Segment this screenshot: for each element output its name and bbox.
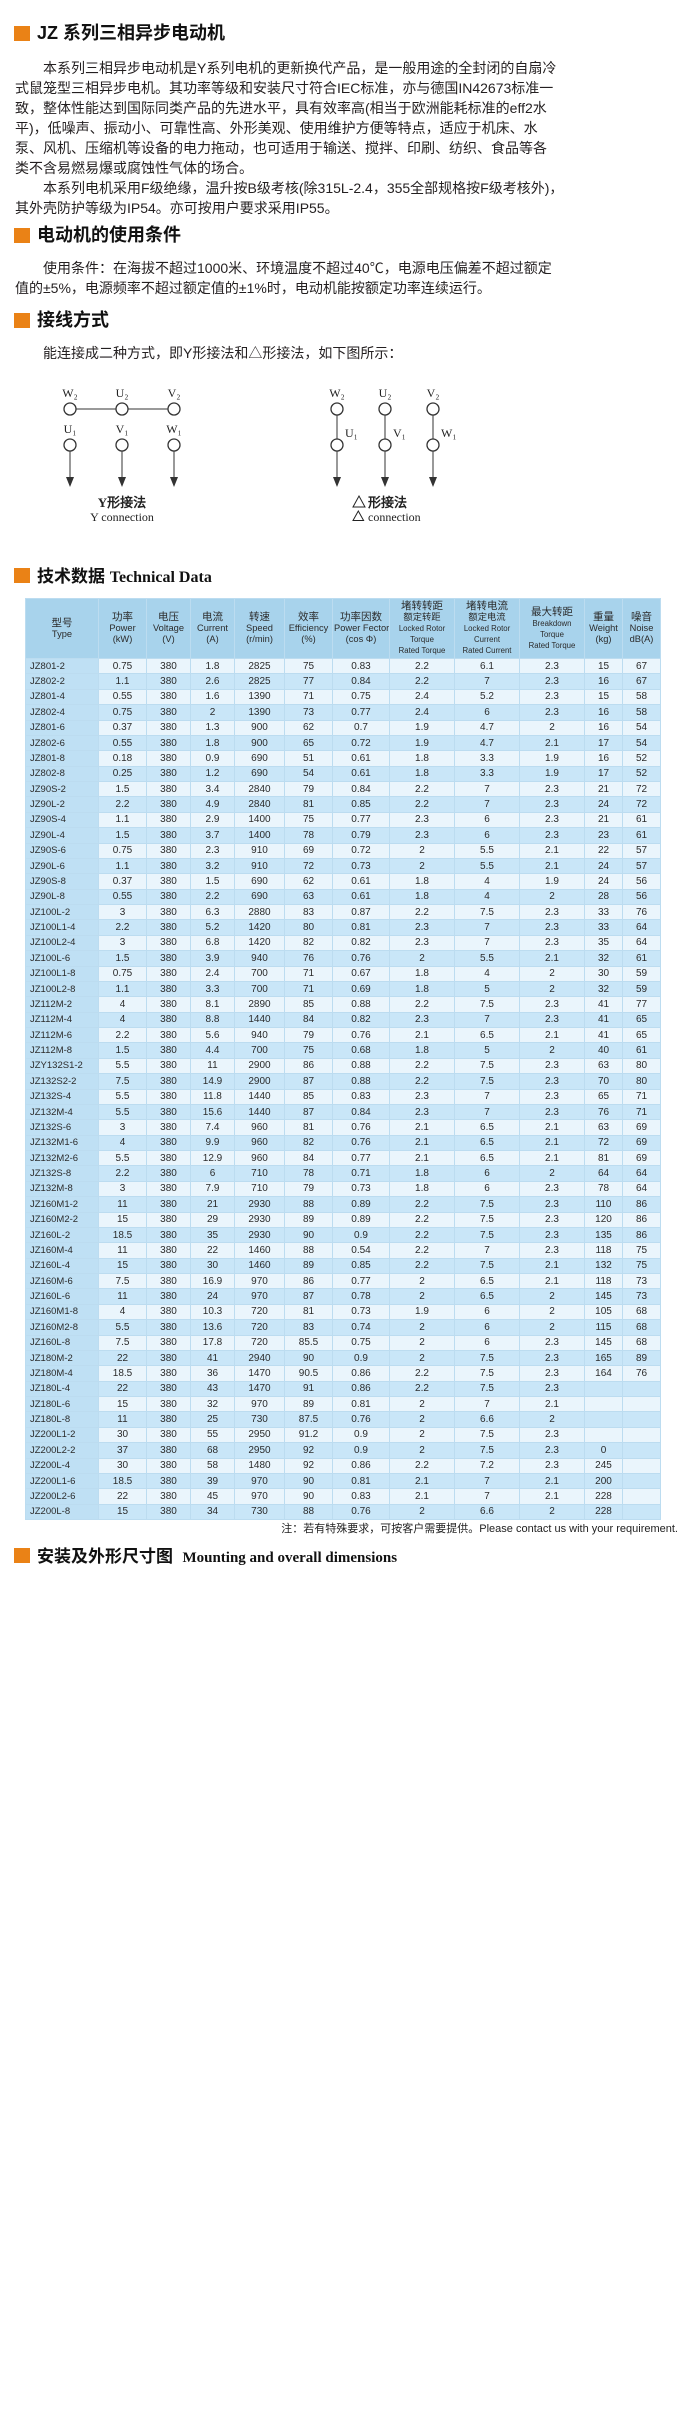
svg-text:W₂: W₂ — [329, 386, 345, 400]
svg-text:U₂: U₂ — [379, 386, 392, 400]
svg-text:Y connection: Y connection — [90, 510, 154, 524]
svg-text:W₂: W₂ — [62, 386, 78, 400]
svg-text:U₁: U₁ — [345, 426, 358, 440]
svg-text:V₂: V₂ — [427, 386, 440, 400]
svg-text:V₁: V₁ — [393, 426, 406, 440]
svg-text:V₁: V₁ — [116, 422, 129, 436]
svg-text:U₁: U₁ — [64, 422, 77, 436]
svg-text:connection: connection — [368, 510, 421, 524]
svg-text:W₁: W₁ — [166, 422, 182, 436]
svg-text:形接法: 形接法 — [368, 495, 407, 510]
svg-text:W₁: W₁ — [441, 426, 457, 440]
svg-text:U₂: U₂ — [116, 386, 129, 400]
svg-text:V₂: V₂ — [168, 386, 181, 400]
svg-text:Y形接法: Y形接法 — [98, 495, 146, 510]
